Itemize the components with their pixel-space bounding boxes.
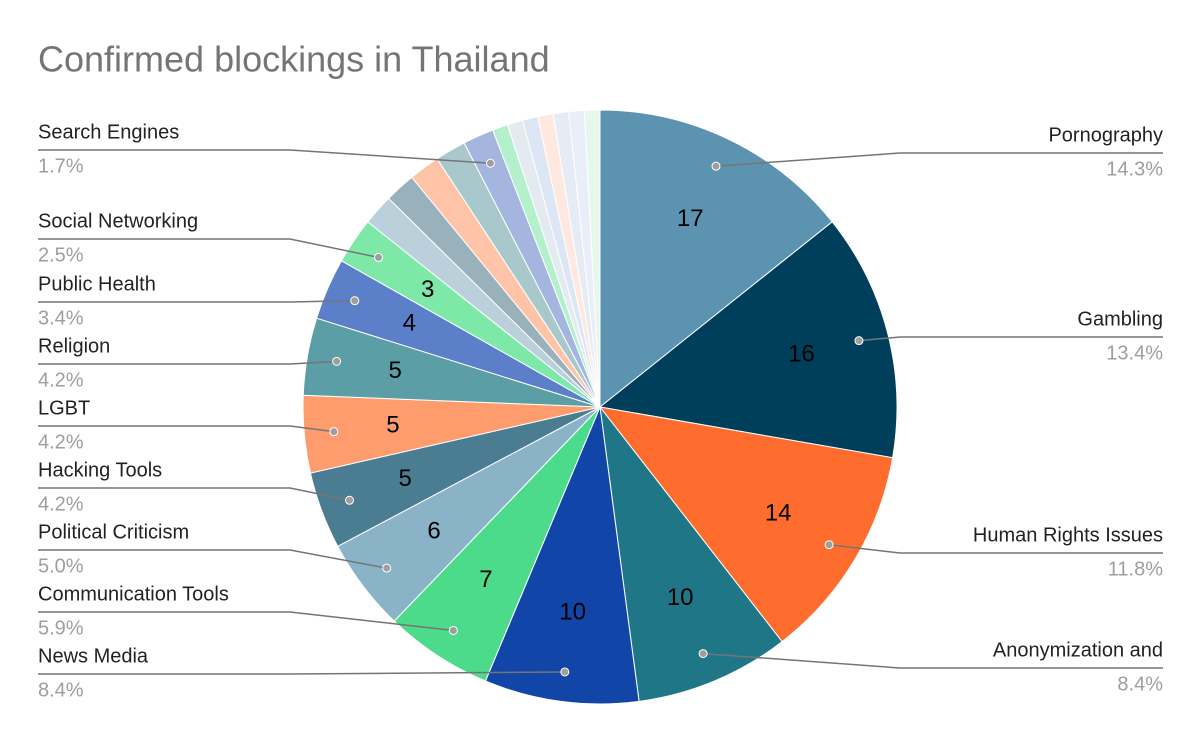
leader-line <box>703 652 1163 669</box>
slice-value-label: 10 <box>667 584 694 611</box>
pie-slice <box>599 109 833 409</box>
category-label: Religion <box>38 335 110 357</box>
percent-label: 4.2% <box>38 493 84 515</box>
leader-dot <box>854 336 864 346</box>
leader-dot <box>824 540 834 550</box>
category-label: Communication Tools <box>38 583 229 605</box>
leader-dot <box>373 252 383 262</box>
percent-label: 5.9% <box>38 617 84 639</box>
chart-title: Confirmed blockings in Thailand <box>38 39 550 80</box>
pie-slice <box>598 406 894 643</box>
slice-value-label: 14 <box>765 499 792 526</box>
slice-value-label: 5 <box>386 412 399 439</box>
category-label: Anonymization and <box>993 639 1163 661</box>
leader-line <box>38 149 491 164</box>
leader-dot <box>485 158 495 168</box>
category-label: Gambling <box>1077 308 1163 330</box>
leader-dot <box>448 625 458 635</box>
category-label: LGBT <box>38 397 90 419</box>
category-label: Pornography <box>1048 124 1163 146</box>
slice-value-label: 5 <box>398 465 411 492</box>
leader-line <box>38 238 379 259</box>
pie-slice <box>598 221 898 459</box>
leader-line <box>38 611 454 632</box>
category-label: Public Health <box>38 273 156 295</box>
percent-label: 5.0% <box>38 555 84 577</box>
category-label: News Media <box>38 645 149 667</box>
category-label: Political Criticism <box>38 521 189 543</box>
percent-label: 8.4% <box>38 679 84 701</box>
percent-label: 4.2% <box>38 369 84 391</box>
slice-value-label: 16 <box>788 341 815 368</box>
leader-line <box>38 299 355 303</box>
leader-dot <box>382 563 392 573</box>
slice-value-label: 4 <box>403 310 416 337</box>
percent-label: 4.2% <box>38 431 84 453</box>
leader-line <box>715 152 1163 167</box>
category-label: Hacking Tools <box>38 459 162 481</box>
percent-label: 13.4% <box>1106 342 1163 364</box>
leader-line <box>38 487 350 501</box>
slice-value-label: 6 <box>427 518 440 545</box>
leader-line <box>38 549 387 569</box>
category-label: Human Rights Issues <box>973 524 1163 546</box>
category-label: Search Engines <box>38 121 179 143</box>
slice-value-label: 10 <box>559 598 586 625</box>
leader-dot <box>350 296 360 306</box>
leader-dot <box>698 649 708 659</box>
category-label: Social Networking <box>38 210 198 232</box>
leader-line <box>38 425 334 433</box>
leader-dot <box>711 161 721 171</box>
pie-slice <box>583 109 601 408</box>
percent-label: 1.7% <box>38 155 84 177</box>
percent-label: 2.5% <box>38 244 84 266</box>
leader-dot <box>332 356 342 366</box>
slice-value-label: 3 <box>421 276 434 303</box>
leader-dot <box>560 667 570 677</box>
slice-value-label: 5 <box>388 357 401 384</box>
percent-label: 11.8% <box>1108 558 1163 580</box>
leader-dot <box>329 427 339 437</box>
slice-value-label: 17 <box>677 205 704 232</box>
leader-dot <box>344 495 354 505</box>
percent-label: 3.4% <box>38 307 84 329</box>
pie-slice <box>484 405 640 705</box>
slice-value-label: 7 <box>479 566 492 593</box>
percent-label: 14.3% <box>1106 158 1163 180</box>
pie-slice <box>599 405 783 702</box>
leader-line <box>858 336 1163 342</box>
leader-line <box>829 543 1163 554</box>
percent-label: 8.4% <box>1117 673 1163 695</box>
leader-line <box>38 671 565 675</box>
leader-line <box>38 360 337 365</box>
